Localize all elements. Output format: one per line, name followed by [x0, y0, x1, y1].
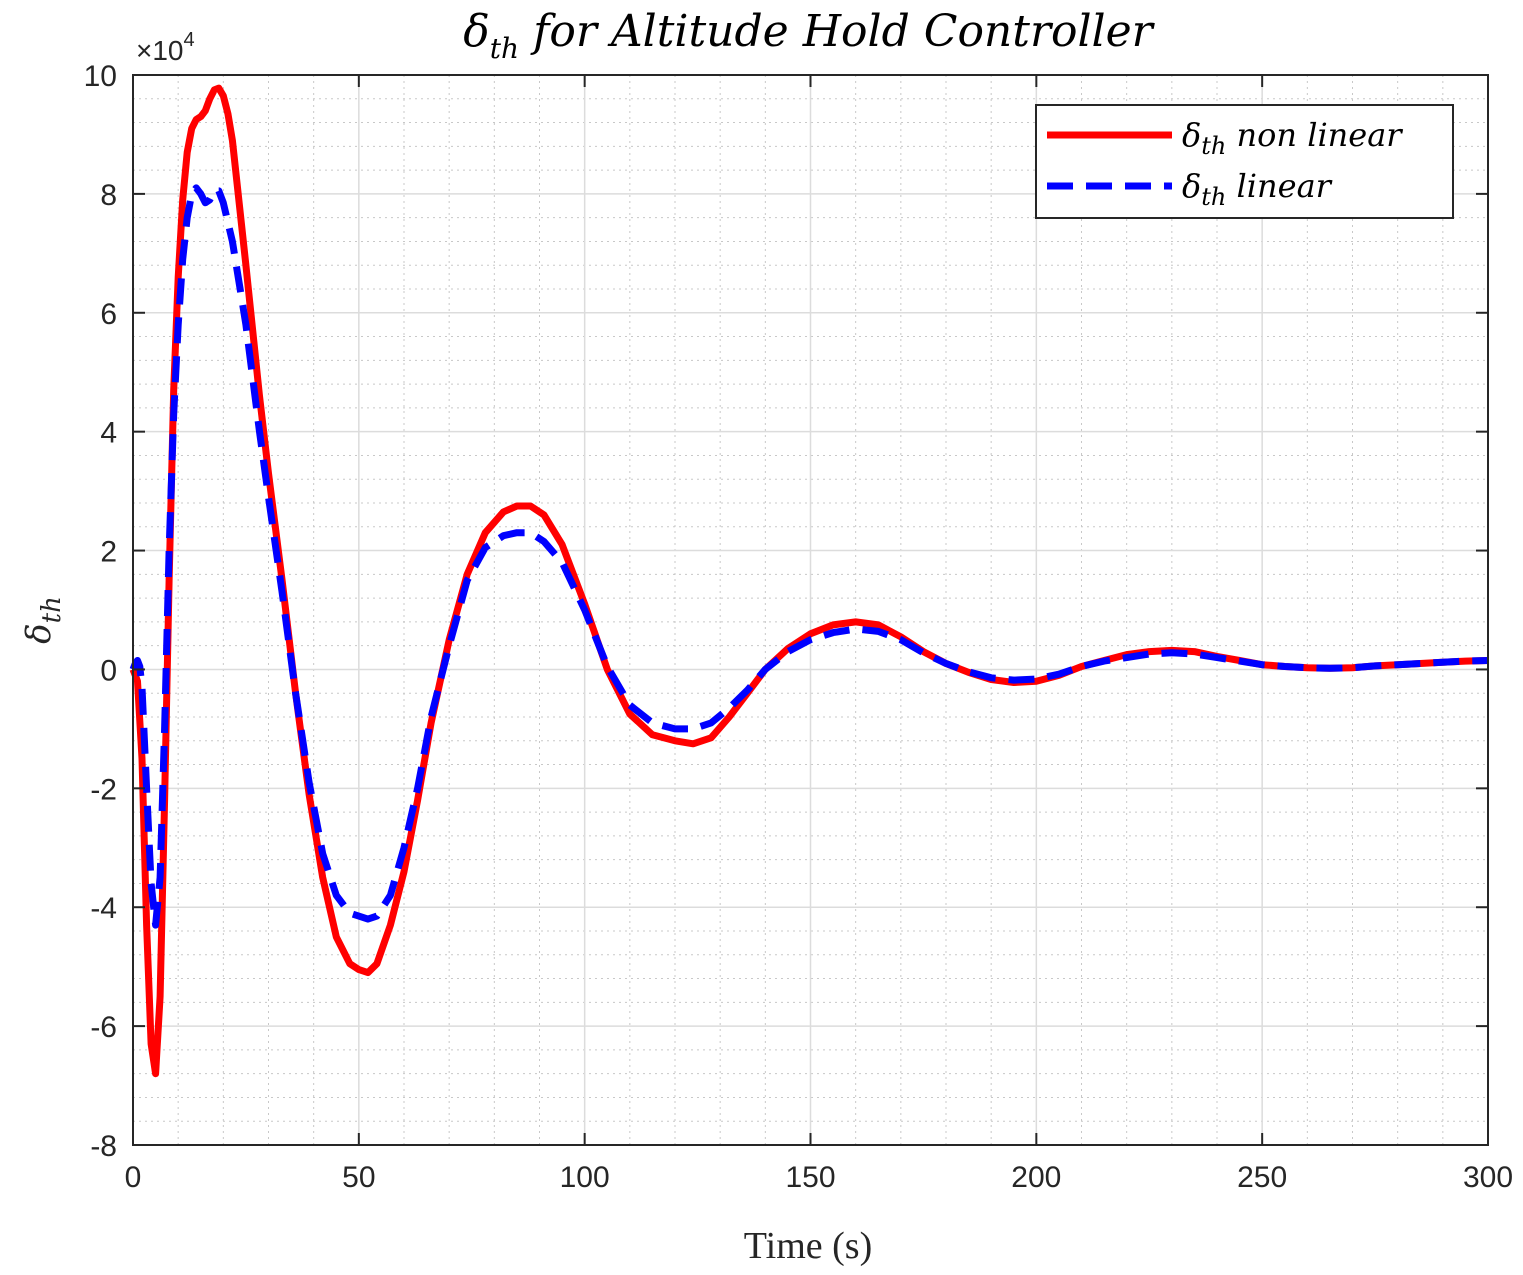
x-tick-label: 250: [1237, 1161, 1287, 1194]
x-tick-label: 50: [342, 1161, 375, 1194]
axis-ticks: [132, 74, 1489, 1146]
series-line-linear: [129, 184, 1489, 929]
y-tick-label: 6: [100, 298, 117, 331]
x-tick-label: 200: [1011, 1161, 1061, 1194]
legend-label-linear: δth linear: [1182, 167, 1333, 211]
x-tick-label: 300: [1463, 1161, 1513, 1194]
y-tick-label: 8: [100, 179, 117, 212]
y-tick-label: -8: [90, 1130, 117, 1163]
y-tick-label: 10: [84, 60, 117, 93]
x-axis-label: Time (s): [744, 1225, 872, 1267]
major-grid: [132, 74, 1489, 1146]
y-tick-label: 0: [100, 654, 117, 687]
y-tick-label: 4: [100, 417, 117, 450]
y-axis-multiplier: ×104: [136, 29, 195, 66]
legend-box: [1035, 104, 1454, 219]
legend: δth non linear δth linear: [1035, 104, 1454, 219]
y-tick-label: 2: [100, 536, 117, 569]
legend-label-non-linear: δth non linear: [1182, 116, 1403, 160]
tick-labels: 0 50 100 150 200 250 300 -8 -6 -4 -2 0 2 4 6 8 10: [84, 60, 1513, 1194]
y-tick-label: -4: [90, 892, 117, 925]
y-axis-label: δth: [19, 596, 67, 644]
x-tick-label: 100: [560, 1161, 610, 1194]
series-line-non-linear: [129, 84, 1489, 1078]
y-tick-label: -2: [90, 773, 117, 806]
x-tick-label: 0: [125, 1161, 142, 1194]
chart-title: δth for Altitude Hold Controller: [463, 6, 1155, 65]
series-layer: [129, 84, 1489, 1078]
x-tick-label: 150: [785, 1161, 835, 1194]
y-tick-label: -6: [90, 1011, 117, 1044]
